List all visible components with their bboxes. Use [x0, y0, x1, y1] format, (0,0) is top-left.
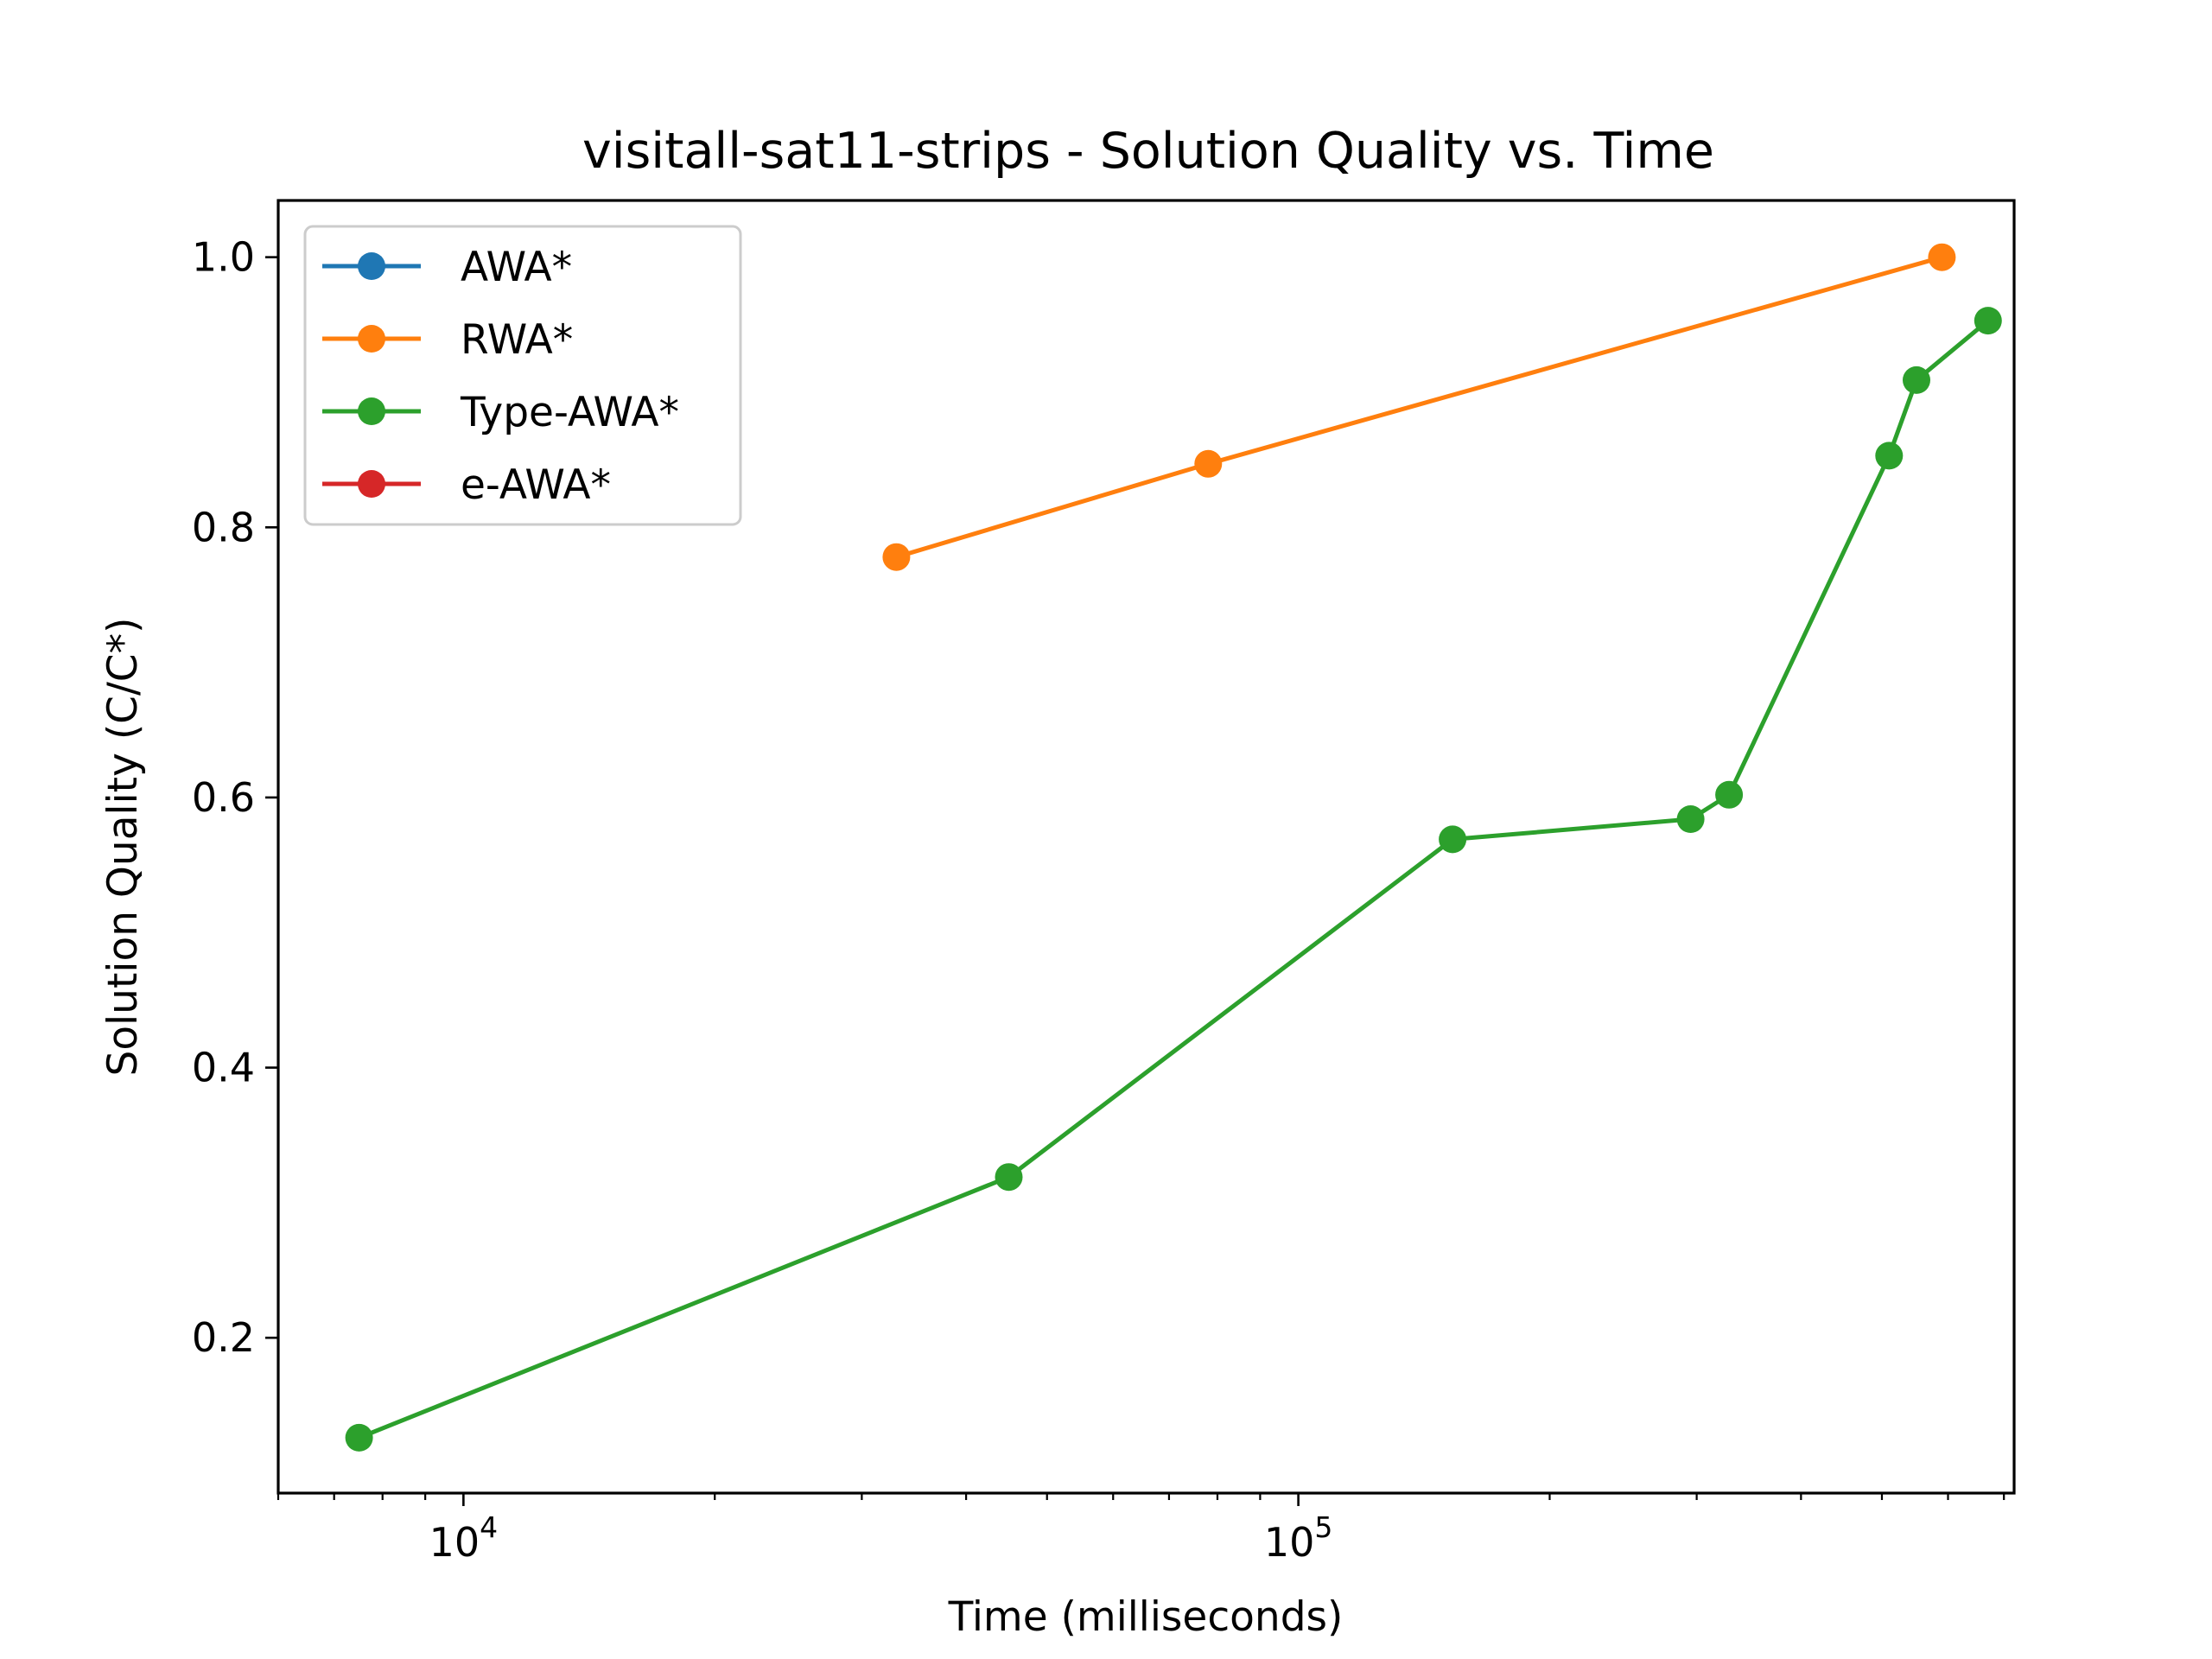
- legend-swatch-marker: [358, 325, 385, 353]
- legend-label: AWA*: [461, 244, 572, 291]
- legend-label: Type-AWA*: [460, 389, 679, 436]
- legend-label: e-AWA*: [461, 461, 611, 509]
- plot-area: [345, 243, 2002, 1452]
- data-point: [1715, 780, 1744, 809]
- legend-swatch-marker: [358, 470, 385, 498]
- x-tick-label: 104: [429, 1510, 499, 1566]
- axes-frame: [276, 199, 2016, 1495]
- y-tick-label: 1.0: [192, 234, 255, 281]
- legend: AWA* RWA* Type-AWA* e-AWA*: [303, 225, 742, 526]
- data-point: [995, 1163, 1023, 1192]
- legend-swatch-marker: [358, 397, 385, 425]
- y-axis-ticks: 0.2 0.4 0.6 0.8 1.0: [192, 234, 278, 1361]
- data-point: [1903, 365, 1930, 394]
- y-tick-label: 0.2: [192, 1314, 255, 1361]
- data-point: [345, 1423, 373, 1452]
- legend-swatch-marker: [358, 252, 385, 280]
- data-point: [1194, 449, 1223, 478]
- y-tick-label: 0.6: [192, 774, 255, 821]
- data-point: [882, 543, 911, 571]
- y-axis-label: Solution Quality (C/C*): [99, 618, 147, 1077]
- data-point: [1439, 825, 1467, 854]
- data-point: [1974, 307, 2002, 335]
- legend-label: RWA*: [461, 316, 573, 364]
- legend-frame: [303, 225, 742, 526]
- data-point: [1676, 805, 1705, 833]
- data-point: [1875, 442, 1904, 470]
- chart-title: visitall-sat11-strips - Solution Quality…: [582, 123, 1714, 180]
- x-axis-label: Time (milliseconds): [948, 1593, 1344, 1641]
- x-tick-label: 105: [1264, 1510, 1333, 1566]
- x-axis-ticks: 104 105: [276, 1493, 2005, 1566]
- y-tick-label: 0.8: [192, 504, 255, 550]
- data-point: [1928, 243, 1956, 271]
- y-tick-label: 0.4: [192, 1045, 255, 1091]
